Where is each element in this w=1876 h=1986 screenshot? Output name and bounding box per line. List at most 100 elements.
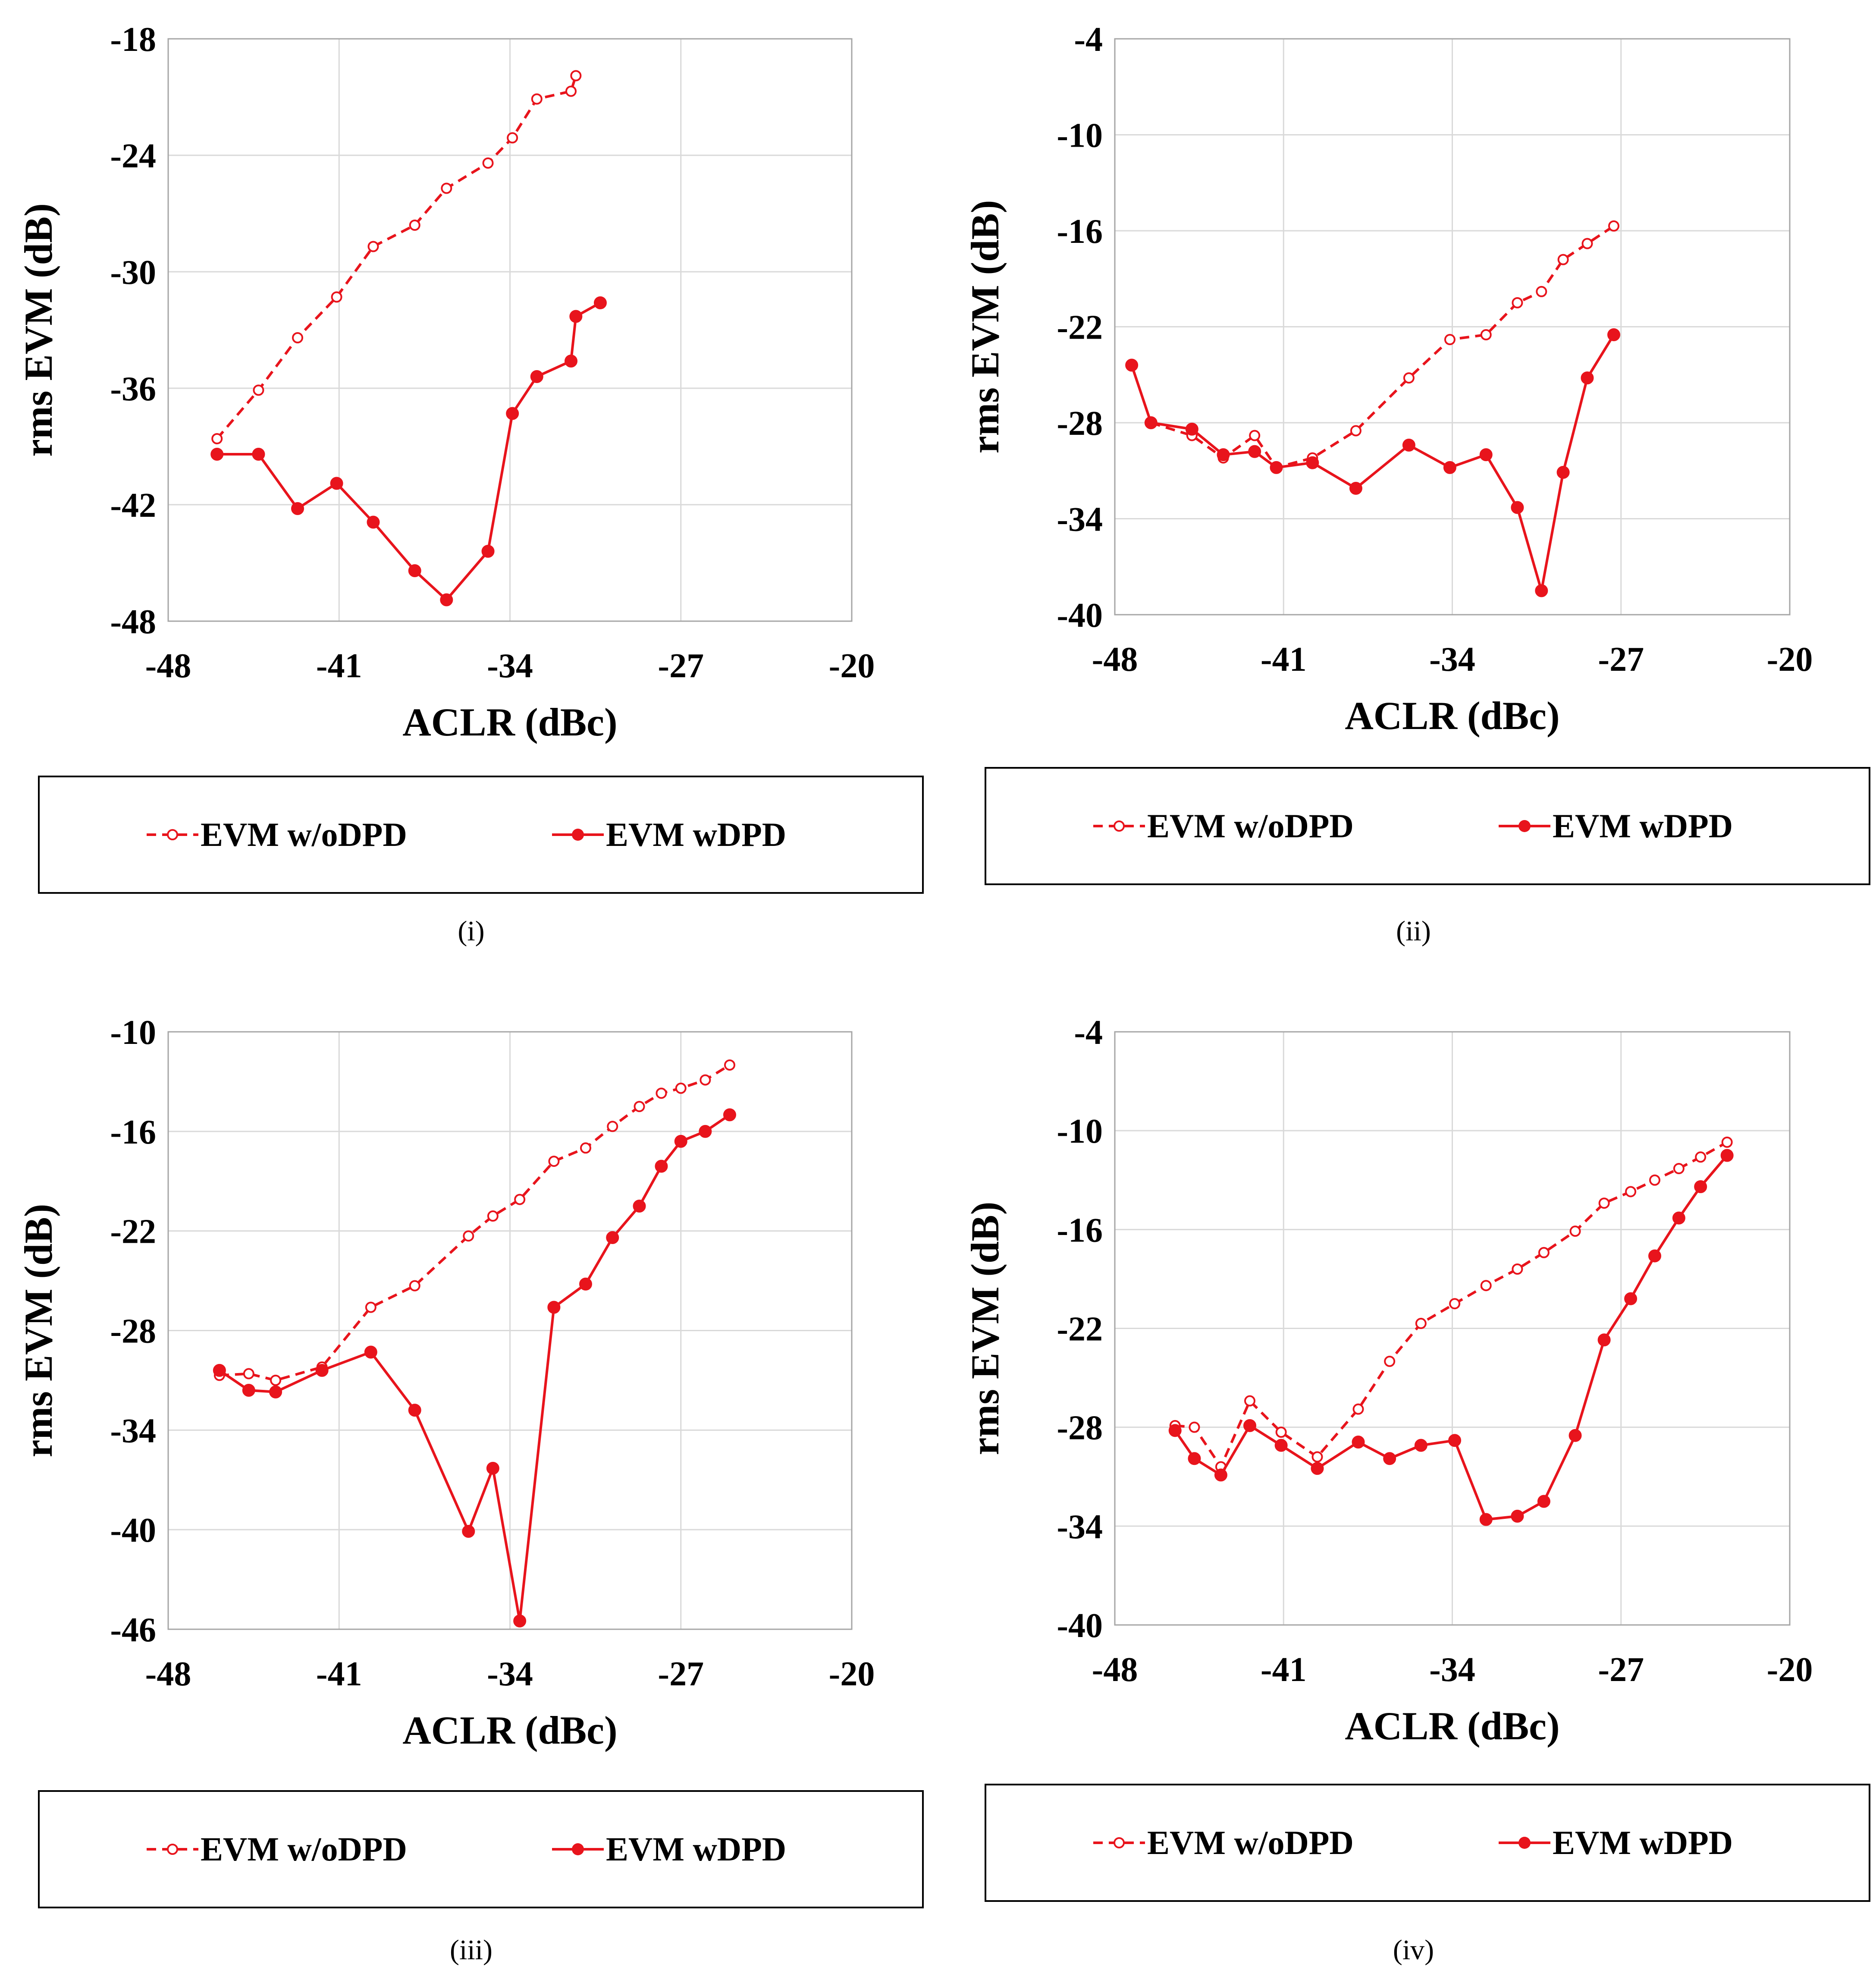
data-point-with-dpd: [1311, 1462, 1324, 1475]
y-tick-label: -40: [1057, 1607, 1103, 1645]
series-line-without-dpd: [216, 75, 577, 440]
series-line-without-dpd: [1175, 1141, 1728, 1468]
data-point-with-dpd: [530, 370, 543, 383]
data-point-without-dpd: [1569, 1226, 1581, 1237]
data-point-without-dpd: [1608, 220, 1619, 232]
data-point-with-dpd: [1648, 1249, 1661, 1263]
legend-marker-without-dpd: [1114, 1837, 1125, 1848]
data-point-without-dpd: [1536, 286, 1547, 297]
legend-label-without-dpd: EVM w/oDPD: [201, 1830, 407, 1868]
series-line-without-dpd: [1150, 225, 1615, 469]
data-point-without-dpd: [365, 1301, 376, 1313]
legend-label-without-dpd: EVM w/oDPD: [201, 816, 407, 853]
y-tick-label: -22: [1057, 1310, 1103, 1348]
data-point-without-dpd: [487, 1210, 499, 1222]
data-point-without-dpd: [607, 1121, 618, 1132]
data-point-with-dpd: [1569, 1429, 1582, 1442]
data-point-without-dpd: [270, 1374, 282, 1386]
x-tick-label: -48: [145, 647, 191, 685]
x-axis-title: ACLR (dBc): [1345, 694, 1559, 738]
y-tick-label: -4: [1074, 21, 1103, 59]
x-tick-label: -41: [1261, 641, 1307, 679]
data-point-with-dpd: [1274, 1439, 1288, 1452]
chart-panel-iv: -48 -41 -34 -27 -20 -4 -10 -16 -22 -28 -34 -40 ACLR …: [938, 993, 1876, 1986]
series-line-with-dpd: [217, 302, 601, 601]
series-line-with-dpd: [219, 1113, 731, 1622]
legend-label-with-dpd: EVM wDPD: [1553, 1824, 1733, 1861]
chart-panel-iii: -48 -41 -34 -27 -20 -10 -16 -22 -28 -34 -40 -46 ACLR…: [0, 993, 938, 1986]
y-tick-label: -24: [110, 137, 156, 175]
data-point-without-dpd: [1350, 425, 1362, 437]
y-tick-label: -28: [110, 1313, 156, 1351]
data-point-without-dpd: [675, 1082, 687, 1094]
data-point-with-dpd: [1511, 1509, 1524, 1523]
data-point-with-dpd: [291, 502, 304, 515]
x-tick-label: -48: [145, 1655, 191, 1693]
x-tick-label: -27: [1598, 1651, 1644, 1689]
chart-svg-i: -48 -41 -34 -27 -20 -18 -24 -30 -36 -42 -48 ACLR (d…: [16, 21, 924, 947]
data-point-with-dpd: [579, 1277, 592, 1291]
x-tick-label: -20: [1767, 641, 1813, 679]
x-tick-label: -34: [487, 1655, 533, 1693]
data-point-with-dpd: [1217, 448, 1230, 462]
data-point-without-dpd: [211, 433, 223, 444]
x-tick-label: -48: [1092, 641, 1138, 679]
panel-caption: (iii): [450, 1934, 493, 1966]
chart-svg-ii: -48 -41 -34 -27 -20 -4 -10 -16 -22 -28 -34 -40 ACLR …: [963, 21, 1870, 947]
legend-marker-without-dpd: [1114, 820, 1125, 832]
data-point-with-dpd: [367, 515, 380, 529]
legend-marker-with-dpd: [1518, 1837, 1531, 1849]
y-tick-label: -18: [110, 21, 156, 59]
data-point-without-dpd: [243, 1368, 254, 1380]
data-point-with-dpd: [513, 1614, 527, 1628]
data-point-without-dpd: [331, 291, 342, 303]
data-point-without-dpd: [1403, 372, 1415, 384]
data-point-with-dpd: [1607, 328, 1620, 342]
data-point-without-dpd: [1625, 1186, 1637, 1197]
data-point-with-dpd: [606, 1231, 619, 1244]
data-point-with-dpd: [210, 448, 224, 461]
data-point-without-dpd: [507, 132, 518, 144]
y-tick-label: -34: [1057, 501, 1103, 539]
data-point-without-dpd: [1249, 430, 1261, 441]
data-point-without-dpd: [367, 241, 379, 252]
x-axis-title: ACLR (dBc): [402, 700, 617, 744]
data-point-with-dpd: [1443, 461, 1456, 474]
data-point-without-dpd: [292, 332, 304, 343]
chart-svg-iv: -48 -41 -34 -27 -20 -4 -10 -16 -22 -28 -34 -40 ACLR …: [963, 1014, 1870, 1966]
data-point-with-dpd: [1168, 1424, 1182, 1437]
data-point-without-dpd: [634, 1101, 645, 1112]
x-tick-label: -34: [1429, 1651, 1475, 1689]
legend-marker-with-dpd: [1518, 820, 1531, 832]
data-point-without-dpd: [1557, 254, 1569, 265]
data-point-with-dpd: [593, 296, 607, 309]
y-tick-label: -10: [110, 1014, 156, 1052]
data-point-without-dpd: [531, 93, 543, 105]
data-point-with-dpd: [569, 310, 583, 323]
data-point-with-dpd: [1511, 501, 1524, 514]
data-point-without-dpd: [1721, 1136, 1733, 1148]
x-tick-label: -41: [316, 647, 362, 685]
data-point-with-dpd: [1720, 1149, 1734, 1162]
data-point-with-dpd: [1144, 416, 1158, 429]
y-tick-label: -16: [1057, 213, 1103, 251]
y-tick-label: -4: [1074, 1014, 1103, 1052]
data-point-without-dpd: [1581, 238, 1593, 249]
data-point-with-dpd: [408, 564, 421, 577]
x-axis-title: ACLR (dBc): [1345, 1704, 1559, 1748]
data-point-without-dpd: [565, 85, 577, 97]
plot-area-border: [167, 38, 853, 622]
x-tick-label: -34: [1429, 641, 1475, 679]
data-point-without-dpd: [1352, 1403, 1364, 1415]
data-point-with-dpd: [1581, 371, 1594, 385]
data-point-with-dpd: [1624, 1292, 1638, 1305]
data-point-without-dpd: [1449, 1298, 1461, 1310]
data-point-without-dpd: [409, 220, 420, 231]
data-point-without-dpd: [409, 1280, 420, 1292]
x-tick-label: -27: [658, 1655, 704, 1693]
y-tick-label: -46: [110, 1611, 156, 1649]
y-tick-label: -16: [110, 1113, 156, 1151]
data-point-without-dpd: [1480, 1280, 1492, 1292]
data-point-with-dpd: [408, 1404, 421, 1417]
data-point-with-dpd: [1479, 448, 1493, 462]
